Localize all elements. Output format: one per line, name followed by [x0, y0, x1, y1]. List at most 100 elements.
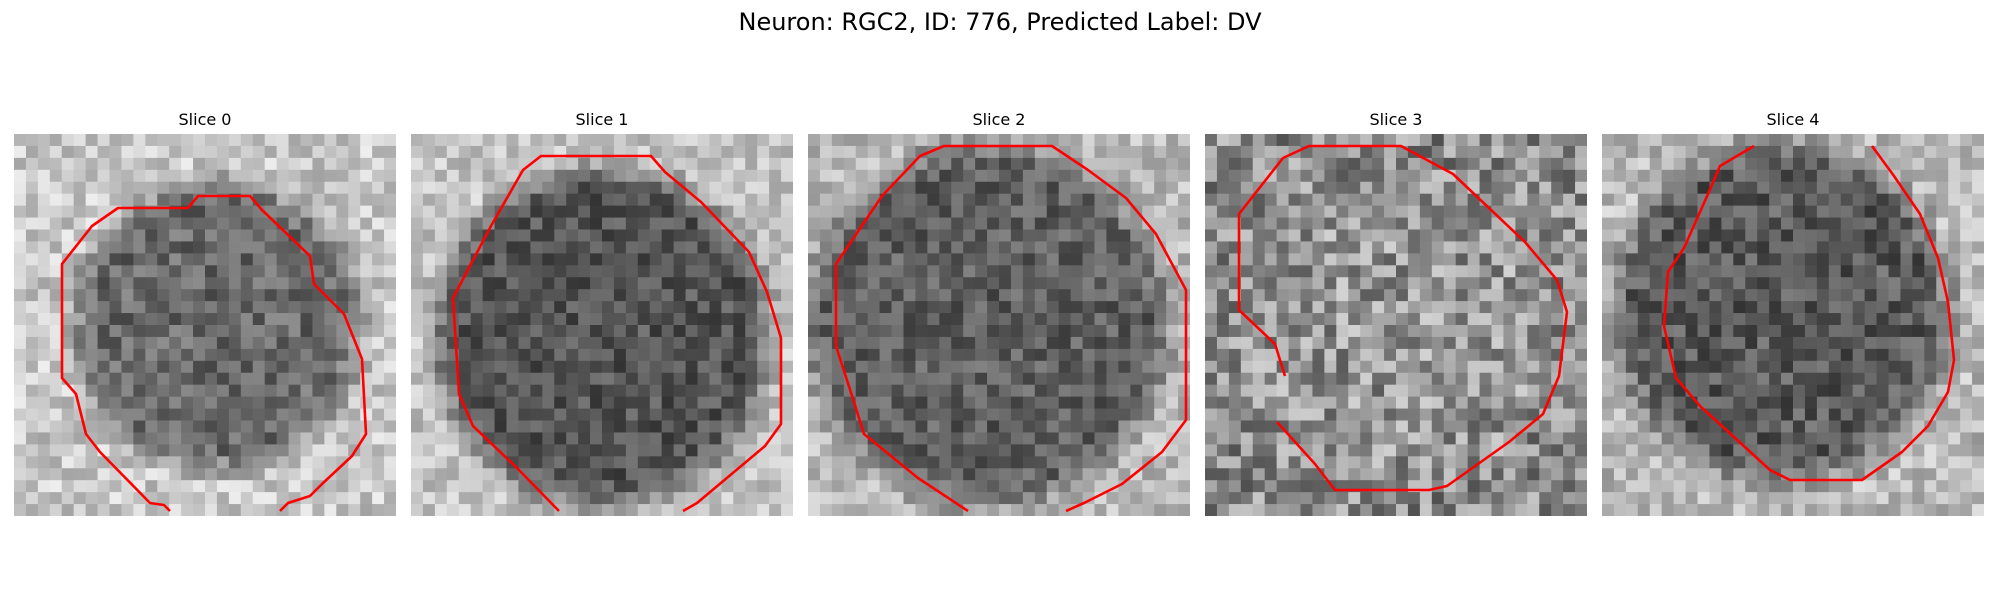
pixel — [1276, 181, 1289, 195]
pixel — [1575, 348, 1587, 362]
pixel — [49, 420, 63, 433]
pixel — [1288, 348, 1301, 362]
pixel — [276, 277, 289, 290]
pixel — [1697, 456, 1710, 469]
pixel — [1312, 444, 1325, 457]
pixel — [1288, 193, 1301, 207]
pixel — [312, 301, 325, 314]
pixel — [1503, 348, 1516, 362]
pixel — [1503, 289, 1516, 302]
pixel — [697, 468, 710, 481]
pixel — [384, 325, 396, 338]
pixel — [819, 241, 833, 254]
pixel — [1142, 480, 1155, 493]
pixel — [903, 468, 916, 481]
pixel — [336, 408, 349, 421]
pixel — [1888, 157, 1901, 171]
pixel — [1709, 134, 1722, 147]
pixel — [1793, 325, 1806, 338]
pixel — [578, 325, 591, 338]
pixel — [14, 145, 27, 159]
pixel — [1649, 277, 1663, 290]
pixel — [181, 325, 194, 338]
pixel — [25, 408, 39, 421]
pixel — [1864, 348, 1877, 362]
pixel — [590, 492, 603, 505]
pixel — [1348, 265, 1361, 278]
pixel — [879, 492, 892, 505]
pixel — [1467, 193, 1480, 207]
pixel — [1912, 348, 1925, 362]
pixel — [1602, 253, 1615, 266]
pixel — [1300, 444, 1313, 457]
pixel — [1312, 217, 1325, 230]
pixel — [530, 492, 543, 505]
pixel — [566, 396, 579, 409]
pixel — [1697, 289, 1710, 302]
pixel — [145, 265, 158, 278]
pixel — [1960, 372, 1973, 386]
pixel — [1094, 229, 1107, 242]
pixel — [1360, 265, 1373, 278]
pixel — [1431, 444, 1445, 457]
pixel — [554, 253, 567, 266]
pixel — [1602, 348, 1615, 362]
pixel — [121, 456, 134, 469]
pixel — [661, 193, 675, 207]
pixel — [1178, 157, 1190, 171]
pixel — [1661, 253, 1675, 266]
pixel — [372, 265, 385, 278]
pixel — [1900, 408, 1913, 421]
pixel — [288, 134, 301, 147]
pixel — [312, 145, 325, 159]
pixel — [709, 145, 722, 159]
pixel — [975, 456, 988, 469]
pixel — [1539, 360, 1552, 374]
pixel — [85, 205, 98, 218]
pixel — [1058, 480, 1072, 493]
pixel — [216, 372, 230, 386]
pixel — [602, 157, 615, 171]
pixel — [1912, 169, 1925, 183]
pixel — [49, 468, 63, 481]
pixel — [649, 396, 663, 409]
pixel — [157, 336, 170, 350]
pixel — [372, 229, 385, 242]
pixel — [649, 492, 663, 505]
pixel — [85, 169, 98, 183]
pixel — [518, 492, 531, 505]
pixel — [1613, 444, 1627, 457]
pixel — [975, 241, 988, 254]
pixel — [228, 289, 242, 302]
pixel — [1058, 181, 1072, 195]
pixel — [709, 408, 722, 421]
pixel — [324, 384, 337, 398]
pixel — [1094, 289, 1107, 302]
pixel — [1106, 301, 1119, 314]
pixel — [1467, 360, 1480, 374]
pixel — [939, 313, 952, 326]
pixel — [745, 217, 758, 230]
pixel — [133, 181, 146, 195]
pixel — [721, 504, 734, 516]
pixel — [843, 468, 857, 481]
pixel — [252, 360, 266, 374]
pixel — [987, 157, 1000, 171]
pixel — [649, 313, 663, 326]
pixel — [1419, 313, 1433, 326]
pixel — [205, 348, 218, 362]
pixel — [903, 492, 916, 505]
pixel — [1602, 313, 1615, 326]
pixel — [1178, 313, 1190, 326]
pixel — [482, 325, 495, 338]
pixel — [61, 504, 75, 516]
pixel — [1625, 408, 1639, 421]
pixel — [808, 492, 821, 505]
pixel — [733, 229, 746, 242]
pixel — [25, 265, 39, 278]
pixel — [1649, 408, 1663, 421]
pixel — [1419, 205, 1433, 218]
pixel — [1252, 289, 1266, 302]
pixel — [1252, 205, 1266, 218]
pixel — [193, 456, 206, 469]
